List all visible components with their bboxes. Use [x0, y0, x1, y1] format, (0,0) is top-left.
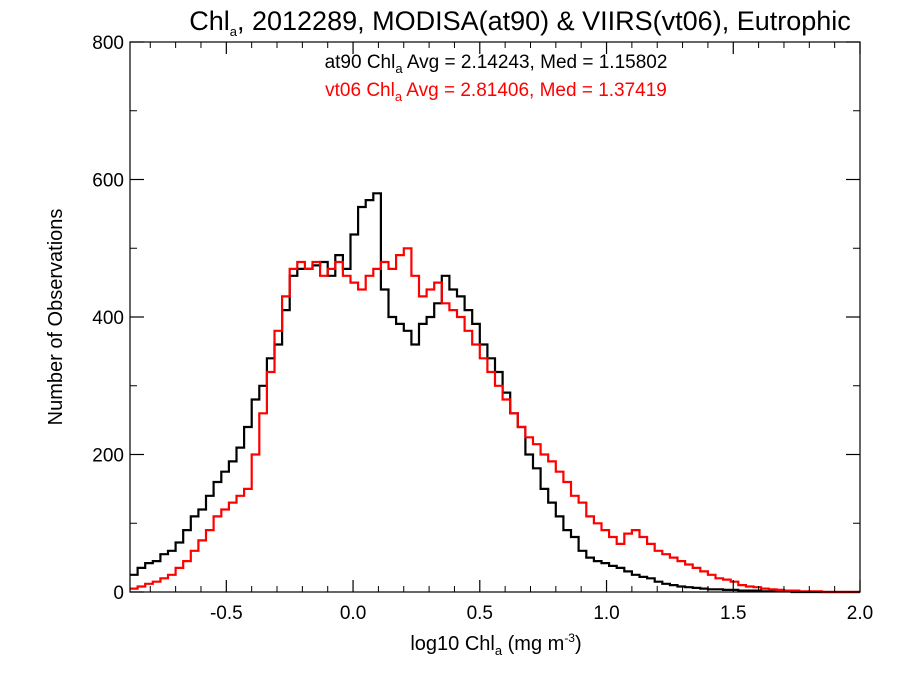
annotation-at90-pre: at90 Chl: [325, 52, 396, 73]
x-axis-label: log10 Chla (mg m-3): [410, 631, 581, 658]
chart-title-main: Chl: [189, 6, 230, 36]
y-tick-label: 600: [92, 171, 124, 192]
annotation-vt06: vt06 Chla Avg = 2.81406, Med = 1.37419: [325, 80, 667, 104]
x-tick-label: 2.0: [847, 603, 873, 624]
chart-title: Chla, 2012289, MODISA(at90) & VIIRS(vt06…: [189, 6, 851, 39]
x-axis-label-pre: log10 Chl: [410, 633, 495, 655]
annotation-at90: at90 Chla Avg = 2.14243, Med = 1.15802: [325, 52, 668, 76]
annotation-vt06-pre: vt06 Chl: [325, 80, 395, 101]
x-tick-label: -0.5: [210, 603, 243, 624]
x-tick-label: 0.0: [340, 603, 366, 624]
y-tick-label: 800: [92, 33, 124, 54]
annotation-vt06-post: Avg = 2.81406, Med = 1.37419: [402, 80, 667, 101]
y-tick-label: 0: [113, 583, 124, 604]
plot-frame: [129, 41, 861, 593]
x-axis-label-sub: a: [495, 643, 503, 658]
series-line-vt06: [130, 247, 860, 594]
series-line-at90: [130, 192, 860, 594]
x-axis-label-post: ): [575, 633, 582, 655]
y-tick-label: 400: [92, 308, 124, 329]
x-axis-label-sup: -3: [564, 631, 575, 645]
annotation-at90-sub: a: [395, 61, 403, 76]
x-tick-label: 1.0: [593, 603, 619, 624]
annotation-vt06-sub: a: [395, 89, 403, 104]
annotation-at90-post: Avg = 2.14243, Med = 1.15802: [403, 52, 668, 73]
y-axis-label: Number of Observations: [45, 209, 67, 426]
y-tick-label: 200: [92, 446, 124, 467]
chart-title-sub: a: [230, 24, 238, 39]
x-tick-label: 0.5: [467, 603, 493, 624]
x-axis-label-mid: (mg m: [502, 633, 564, 655]
chart-title-rest: , 2012289, MODISA(at90) & VIIRS(vt06), E…: [237, 6, 851, 36]
plot-area: -0.5 0.0 0.5 1.0 1.5 2.0 0 200 400 600 800: [92, 33, 873, 624]
x-tick-label: 1.5: [720, 603, 746, 624]
